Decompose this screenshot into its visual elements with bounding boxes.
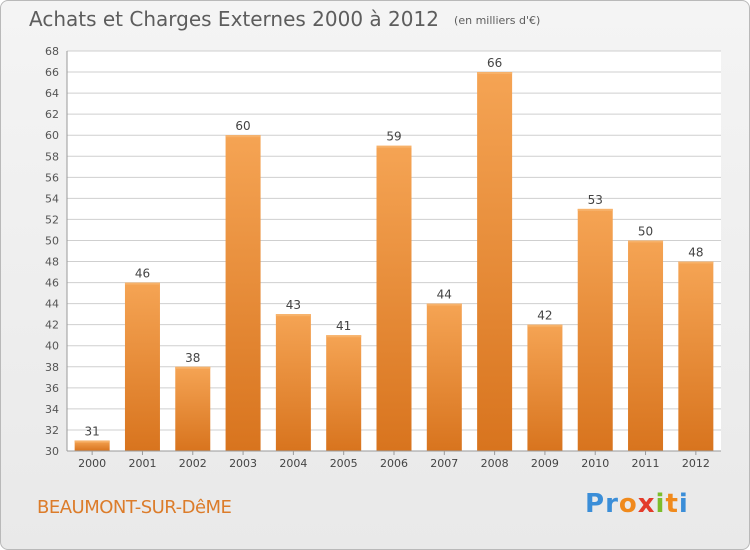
bar-top-edge — [225, 135, 261, 138]
y-tick-label: 46 — [45, 277, 59, 290]
data-label: 53 — [588, 193, 603, 207]
city-name: BEAUMONT-SUR-DêME — [37, 497, 232, 518]
x-tick-label: 2006 — [380, 457, 408, 470]
chart-subtitle: (en milliers d'€) — [454, 14, 541, 27]
bar-top-edge — [477, 72, 513, 75]
data-label: 44 — [437, 288, 452, 302]
y-tick-label: 44 — [45, 298, 59, 311]
logo-letter: i — [655, 489, 666, 519]
bar-2009 — [527, 324, 563, 451]
logo-letter: x — [637, 489, 656, 519]
bar-2008 — [477, 72, 513, 451]
bar-top-edge — [326, 335, 362, 338]
proxiti-logo: Proxiti — [585, 489, 689, 519]
y-tick-label: 66 — [45, 66, 59, 79]
bar-top-edge — [577, 208, 613, 211]
y-tick-label: 52 — [45, 213, 59, 226]
bar-2010 — [577, 208, 613, 451]
x-tick-label: 2012 — [682, 457, 710, 470]
y-tick-label: 56 — [45, 171, 59, 184]
axes: 30 32 34 36 38 40 42 44 46 48 50 52 54 56 58 60 62 64 66 68… — [45, 45, 721, 470]
title-row: Achats et Charges Externes 2000 à 2012 (… — [29, 7, 540, 31]
x-tick-label: 2001 — [128, 457, 156, 470]
bar-top-edge — [124, 282, 160, 285]
data-label: 50 — [638, 224, 653, 238]
bar-top-edge — [74, 440, 110, 443]
logo-letter: P — [585, 489, 606, 519]
y-tick-label: 32 — [45, 424, 59, 437]
y-tick-label: 50 — [45, 234, 59, 247]
data-labels: 31 46 38 60 43 41 59 44 66 42 53 50 48 — [85, 56, 704, 438]
y-tick-label: 54 — [45, 192, 59, 205]
bar-2004 — [275, 314, 311, 451]
y-tick-label: 38 — [45, 361, 59, 374]
bar-top-edge — [426, 303, 462, 306]
bar-top-edge — [376, 145, 412, 148]
bar-top-edge — [678, 261, 714, 264]
y-tick-label: 58 — [45, 150, 59, 163]
bar-top-edge — [527, 324, 563, 327]
x-tick-label: 2000 — [78, 457, 106, 470]
x-tick-label: 2011 — [632, 457, 660, 470]
y-tick-label: 36 — [45, 382, 59, 395]
data-label: 41 — [336, 319, 351, 333]
bar-2012 — [678, 261, 714, 451]
data-label: 48 — [688, 246, 703, 260]
data-label: 60 — [235, 119, 250, 133]
bar-2002 — [175, 366, 211, 451]
logo-letter: o — [618, 489, 638, 519]
y-tick-label: 34 — [45, 403, 59, 416]
bar-2011 — [628, 240, 664, 451]
bar-2006 — [376, 145, 412, 451]
bar-top-edge — [628, 240, 664, 243]
y-tick-label: 40 — [45, 340, 59, 353]
bars — [74, 72, 714, 452]
x-tick-label: 2008 — [481, 457, 509, 470]
data-label: 66 — [487, 56, 502, 70]
chart-title: Achats et Charges Externes 2000 à 2012 — [29, 7, 439, 31]
data-label: 43 — [286, 298, 301, 312]
y-tick-label: 48 — [45, 256, 59, 269]
y-tick-label: 42 — [45, 319, 59, 332]
x-tick-label: 2004 — [279, 457, 307, 470]
data-label: 46 — [135, 267, 150, 281]
bar-2003 — [225, 135, 261, 452]
x-tick-label: 2010 — [581, 457, 609, 470]
data-label: 31 — [85, 424, 100, 438]
y-tick-label: 62 — [45, 108, 59, 121]
x-tick-label: 2007 — [430, 457, 458, 470]
x-tick-label: 2005 — [330, 457, 358, 470]
data-label: 42 — [537, 309, 552, 323]
x-tick-label: 2009 — [531, 457, 559, 470]
bar-top-edge — [275, 314, 311, 317]
logo-letter: i — [678, 489, 689, 519]
bar-2001 — [124, 282, 160, 451]
x-tick-label: 2003 — [229, 457, 257, 470]
y-tick-label: 60 — [45, 129, 59, 142]
bar-2007 — [426, 303, 462, 451]
bar-2000 — [74, 440, 110, 451]
y-tick-label: 68 — [45, 45, 59, 58]
bar-top-edge — [175, 366, 211, 369]
y-tick-label: 30 — [45, 445, 59, 458]
data-label: 38 — [185, 351, 200, 365]
data-label: 59 — [386, 130, 401, 144]
x-tick-label: 2002 — [179, 457, 207, 470]
bar-2005 — [326, 335, 362, 451]
y-tick-label: 64 — [45, 87, 59, 100]
logo-letter: t — [665, 489, 679, 519]
logo-letter: r — [605, 489, 619, 519]
